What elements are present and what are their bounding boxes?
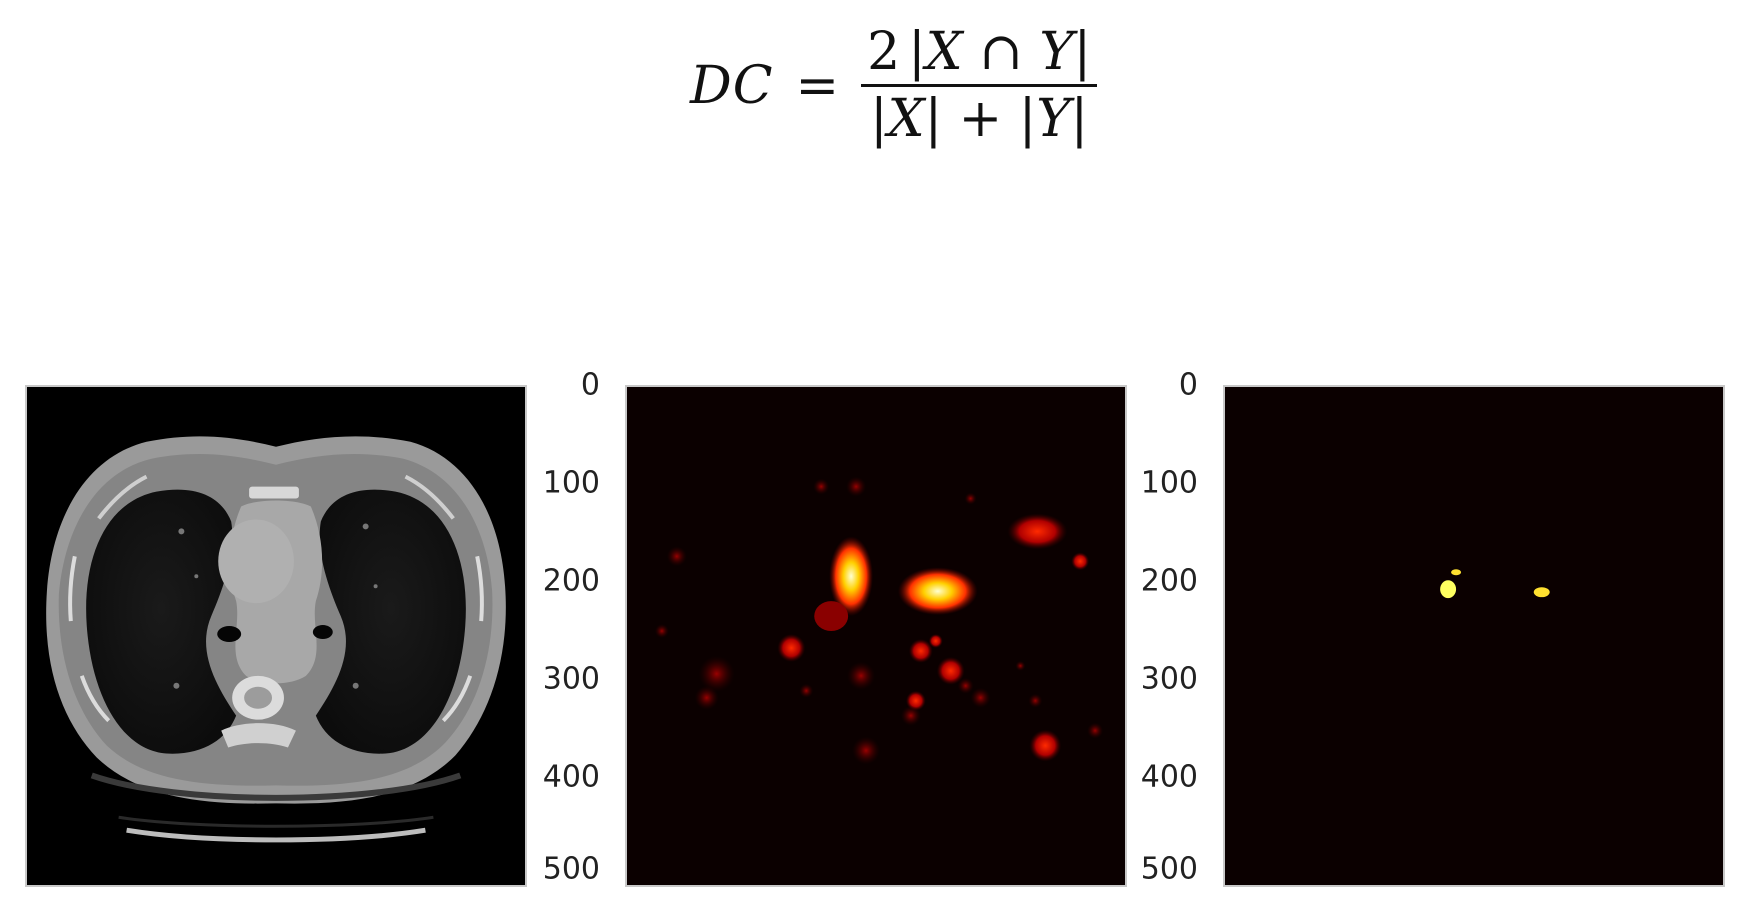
- y-tick-label: 500: [1140, 851, 1198, 887]
- y-tick-label: 100: [542, 465, 600, 501]
- y-tick-label: 0: [1178, 367, 1198, 403]
- formula-numerator-expr: |X ∩ Y|: [908, 22, 1092, 82]
- y-tick-label: 200: [542, 563, 600, 599]
- formula-lhs: DC: [690, 55, 774, 116]
- y-tick-label: 500: [542, 851, 600, 887]
- ground-truth-mask: [1223, 385, 1725, 887]
- fraction-bar: [861, 84, 1098, 87]
- y-tick-label: 100: [1140, 465, 1198, 501]
- y-tick-label: 400: [1140, 759, 1198, 795]
- y-tick-label: 400: [542, 759, 600, 795]
- heatmap-drawing: [627, 387, 1125, 885]
- y-tick-label: 300: [1140, 661, 1198, 697]
- mask-region-1: [1440, 580, 1457, 599]
- mask-y-axis: 0 100 200 300 400 500: [1138, 368, 1208, 887]
- y-tick-label: 200: [1140, 563, 1198, 599]
- formula-equals: =: [795, 55, 840, 116]
- mask-region-2: [1451, 569, 1462, 576]
- ct-scan-image: [25, 385, 527, 887]
- mask-drawing: [1225, 387, 1723, 885]
- ct-scan-drawing: [27, 387, 525, 885]
- dice-coefficient-formula: DC = 2 |X ∩ Y| |X| + |Y|: [690, 20, 1098, 151]
- formula-fraction: 2 |X ∩ Y| |X| + |Y|: [861, 20, 1098, 151]
- prediction-heatmap: [625, 385, 1127, 887]
- formula-numerator-coeff: 2: [867, 22, 901, 82]
- y-tick-label: 0: [580, 367, 600, 403]
- y-tick-label: 300: [542, 661, 600, 697]
- mask-region-3: [1533, 587, 1550, 598]
- heatmap-y-axis: 0 100 200 300 400 500: [540, 368, 610, 887]
- formula-numerator: 2 |X ∩ Y|: [861, 20, 1097, 84]
- formula-denominator: |X| + |Y|: [870, 89, 1089, 149]
